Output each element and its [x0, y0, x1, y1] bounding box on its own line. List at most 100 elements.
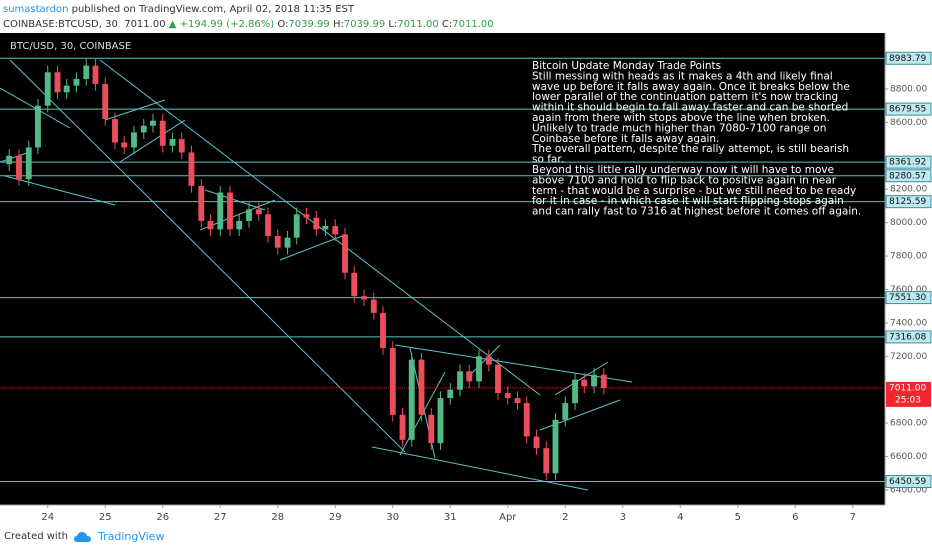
candle-body: [92, 65, 99, 84]
candle-body: [370, 299, 377, 313]
candle-body: [236, 220, 243, 230]
candle-body: [313, 217, 320, 230]
x-tick-label: 2: [562, 512, 568, 523]
candle-body: [447, 389, 454, 399]
candle-body: [102, 83, 109, 120]
symbol-line: COINBASE:BTCUSD, 30 7011.00 ▲ +194.99 (+…: [3, 17, 494, 32]
candle-body: [63, 85, 70, 93]
candle-body: [485, 356, 492, 365]
candle-body: [533, 436, 540, 449]
candle-body: [342, 234, 348, 273]
ohlc-value: 7039.99: [343, 19, 386, 30]
x-tick-label: Apr: [499, 512, 517, 523]
candle-body: [112, 119, 118, 143]
annotation-line: The overall pattern, despite the rally a…: [531, 143, 849, 155]
x-tick-label: 4: [677, 512, 683, 523]
candle-body: [169, 139, 176, 146]
candle-body: [188, 152, 195, 186]
x-tick-label: 30: [386, 512, 399, 523]
y-tick-label: 8200.00: [890, 185, 927, 195]
author[interactable]: sumastardon: [3, 4, 69, 15]
x-tick-label: 26: [156, 512, 169, 523]
x-tick-label: 28: [271, 512, 284, 523]
candle-body: [543, 448, 550, 474]
trendline: [469, 344, 501, 376]
annotation-line: so far.: [532, 154, 564, 166]
y-tick-label: 7600.00: [890, 285, 927, 295]
candle-body: [73, 78, 80, 86]
candle-body: [504, 393, 511, 399]
annotation-line: Beyond this little rally underway now it…: [532, 164, 834, 176]
candle-body: [303, 214, 310, 218]
annotation-line: above 7100 and hold to flip back to posi…: [532, 174, 837, 186]
level-label: 8983.79: [889, 54, 926, 64]
candle-body: [25, 147, 32, 180]
level-box: [885, 291, 932, 305]
chart-title: BTC/USD, 30, COINBASE: [10, 41, 131, 52]
annotation-line: term - that would be a surprise - but we…: [532, 185, 856, 197]
x-tick-label: 24: [41, 512, 54, 523]
x-tick-label: 5: [735, 512, 741, 523]
y-tick-label: 8600.00: [890, 118, 927, 128]
brand[interactable]: TradingView: [97, 530, 165, 543]
level-box: [885, 330, 932, 344]
ohlc-key: C:: [441, 19, 453, 30]
logo: [73, 531, 91, 542]
trendline: [9, 59, 406, 453]
trendline: [0, 151, 31, 163]
annotation-line: Coinbase before it falls away again.: [532, 133, 719, 145]
candle-body: [361, 296, 367, 300]
annotation-line: Bitcoin Update Monday Trade Points: [532, 60, 721, 72]
level-box: [885, 51, 932, 65]
x-tick-label: 29: [329, 512, 342, 523]
candle-body: [54, 72, 61, 93]
symbol: COINBASE:BTCUSD, 30: [3, 19, 118, 30]
annotation: Bitcoin Update Monday Trade PointsStill …: [531, 60, 861, 218]
trendline: [279, 234, 346, 261]
annotation-line: Unlikely to trade much higher than 7080-…: [532, 122, 826, 134]
candle-body: [159, 120, 166, 146]
candle-body: [293, 214, 300, 238]
ohlc-key: L:: [388, 19, 398, 30]
y-tick-label: 7200.00: [890, 352, 927, 362]
change: ▲ +194.99 (+2.86%): [168, 19, 275, 30]
annotation-line: within it should begin to fall away fast…: [532, 102, 848, 114]
candle-body: [6, 155, 13, 165]
x-tick-label: 6: [792, 512, 798, 523]
candle-body: [552, 419, 559, 474]
candle-body: [227, 192, 233, 230]
candle-body: [562, 403, 569, 420]
candle-body: [572, 379, 578, 404]
level-box: [885, 102, 932, 116]
candle-body: [83, 65, 90, 79]
ohlc-key: H:: [332, 19, 344, 30]
current-price-box: [886, 381, 931, 407]
trendline: [204, 189, 266, 211]
header: sumastardon published on TradingView.com…: [3, 2, 494, 32]
y-tick-label: 6600.00: [890, 452, 927, 462]
candle-body: [581, 379, 588, 387]
ohlc-value: 7011.00: [452, 19, 494, 30]
annotation-line: Still messing with heads as it makes a 4…: [532, 70, 833, 82]
y-tick-label: 7400.00: [890, 318, 927, 328]
candle-body: [399, 414, 406, 440]
candle-body: [457, 371, 463, 390]
candle-body: [523, 403, 530, 437]
level-label: 7551.30: [889, 293, 926, 303]
footer: Created with TradingView: [4, 530, 164, 543]
level-box: [885, 169, 932, 183]
published: published on TradingView.com, April 02, …: [71, 4, 354, 15]
ohlc-value: 7011.00: [397, 19, 439, 30]
candle-body: [217, 192, 224, 230]
ohlc: O:7039.99 H:7039.99 L:7011.00 C:7011.00: [277, 19, 493, 30]
current-price-label: 7011.00: [889, 383, 926, 393]
x-tick-label: 3: [620, 512, 626, 523]
candle-body: [16, 155, 22, 180]
price: 7011.00: [124, 19, 166, 30]
countdown: 25:03: [895, 395, 921, 405]
y-tick-label: 6800.00: [890, 419, 927, 429]
publish-line: sumastardon published on TradingView.com…: [3, 2, 494, 17]
trendline: [4, 175, 116, 206]
candle-body: [44, 72, 51, 106]
